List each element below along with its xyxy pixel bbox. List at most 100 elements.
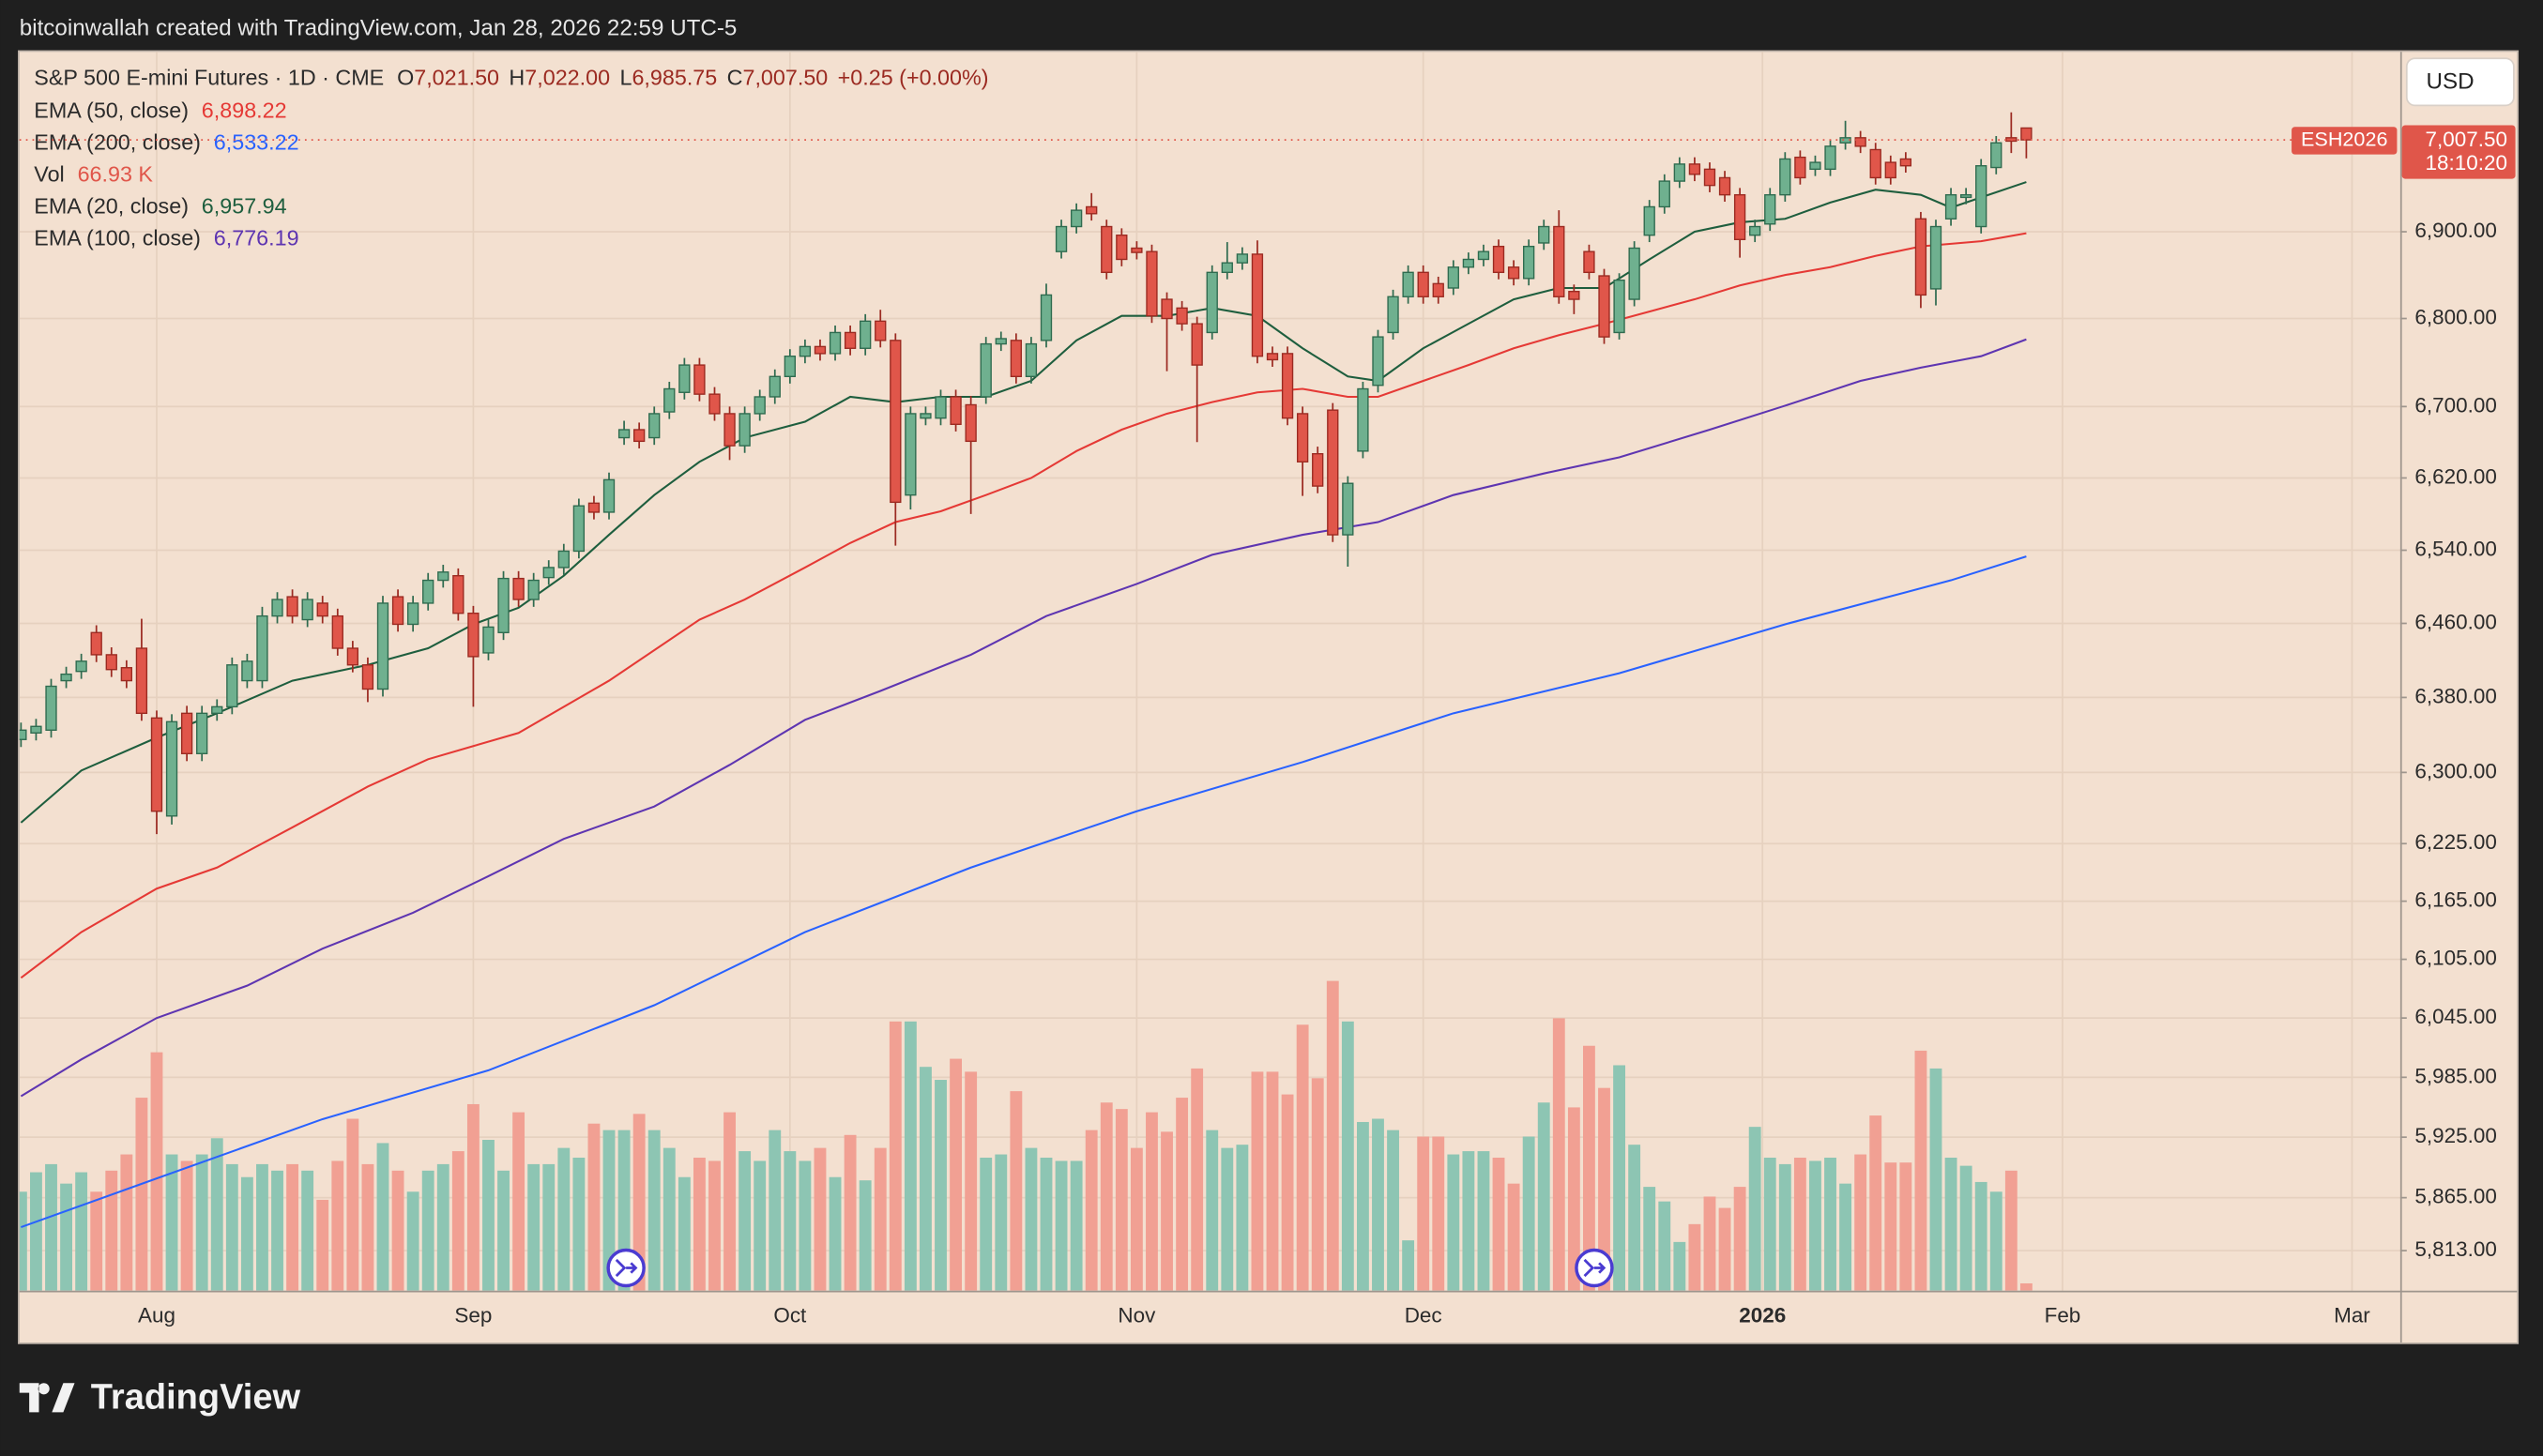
volume-bar bbox=[1115, 1109, 1128, 1291]
volume-bar bbox=[1326, 980, 1339, 1291]
volume-bar bbox=[1628, 1145, 1641, 1291]
volume-bar bbox=[1914, 1050, 1927, 1291]
brand: TradingView bbox=[19, 1378, 300, 1418]
candle-body bbox=[1673, 163, 1685, 182]
candle-body bbox=[995, 338, 1007, 345]
volume-bar bbox=[754, 1160, 767, 1291]
volume-bar bbox=[1944, 1157, 1957, 1291]
symbol-tag-bg bbox=[2292, 127, 2398, 155]
volume-bar bbox=[1341, 1021, 1354, 1291]
volume-bar bbox=[1130, 1147, 1143, 1291]
candle-body bbox=[1206, 271, 1218, 334]
candle-body bbox=[527, 579, 540, 600]
candle-body bbox=[196, 712, 208, 754]
candle-body bbox=[935, 396, 947, 419]
volume-bar bbox=[1522, 1136, 1535, 1291]
volume-bar bbox=[1372, 1118, 1384, 1291]
ohlc-prefix: O bbox=[397, 66, 414, 90]
indicator-name: EMA (200, close) bbox=[34, 129, 201, 154]
y-tick-label: 6,800.00 bbox=[2414, 305, 2496, 328]
candle-body bbox=[844, 331, 857, 349]
legend: S&P 500 E-mini Futures · 1D · CME O7,021.… bbox=[34, 66, 988, 250]
indicator-name: Vol bbox=[34, 162, 64, 187]
x-tick-label: Nov bbox=[1118, 1303, 1156, 1327]
attribution: bitcoinwallah created with TradingView.c… bbox=[20, 15, 738, 40]
currency-label[interactable]: USD bbox=[2427, 69, 2474, 95]
candle-body bbox=[1176, 307, 1188, 325]
volume-bar bbox=[1567, 1107, 1580, 1291]
volume-bar bbox=[331, 1160, 344, 1291]
volume-bar bbox=[799, 1160, 812, 1291]
volume-bar bbox=[1583, 1045, 1595, 1291]
candle-body bbox=[497, 577, 510, 633]
candle-body bbox=[1251, 253, 1264, 357]
volume-bar bbox=[542, 1163, 556, 1291]
volume-bar bbox=[1281, 1094, 1294, 1291]
candle-body bbox=[1342, 482, 1354, 536]
candle-body bbox=[467, 613, 480, 658]
volume-bar bbox=[965, 1071, 978, 1291]
candle-body bbox=[754, 396, 766, 415]
candle-body bbox=[1070, 209, 1083, 228]
volume-bar bbox=[1251, 1071, 1264, 1291]
indicator-value: 66.93 K bbox=[78, 162, 154, 187]
candle-body bbox=[1402, 271, 1414, 297]
candle-body bbox=[1507, 266, 1520, 280]
candle-body bbox=[211, 705, 223, 715]
candle-body bbox=[542, 567, 555, 579]
candle-body bbox=[1688, 163, 1701, 175]
indicator-value: 6,957.94 bbox=[202, 194, 287, 219]
x-tick-label: Sep bbox=[454, 1303, 492, 1327]
indicator-legend: EMA (20, close) 6,957.94 bbox=[34, 194, 286, 219]
volume-bar bbox=[210, 1138, 223, 1291]
candle-body bbox=[1372, 336, 1384, 387]
candle-body bbox=[708, 393, 721, 415]
candle-body bbox=[1944, 193, 1957, 220]
candle-body bbox=[784, 356, 796, 377]
volume-bar bbox=[769, 1130, 782, 1291]
volume-bar bbox=[361, 1163, 374, 1291]
candle-body bbox=[1779, 158, 1791, 196]
candle-body bbox=[1733, 193, 1746, 240]
volume-bar bbox=[316, 1199, 329, 1291]
indicator-value: 6,776.19 bbox=[214, 226, 299, 250]
candle-body bbox=[331, 614, 343, 649]
volume-bar bbox=[120, 1154, 133, 1291]
candle-body bbox=[316, 602, 328, 617]
volume-bar bbox=[19, 1191, 27, 1291]
candle-body bbox=[301, 599, 313, 621]
x-tick-label: Aug bbox=[138, 1303, 175, 1327]
candle-body bbox=[1658, 180, 1670, 208]
volume-bar bbox=[527, 1163, 541, 1291]
candle-body bbox=[1462, 258, 1475, 268]
volume-bar bbox=[602, 1130, 616, 1291]
candle-body bbox=[648, 413, 661, 439]
price-badge-bg bbox=[2401, 125, 2516, 179]
candle-body bbox=[180, 712, 193, 754]
candle-body bbox=[1492, 245, 1505, 274]
volume-bar bbox=[1763, 1157, 1776, 1291]
volume-bar bbox=[45, 1163, 57, 1291]
volume-bar bbox=[1462, 1151, 1475, 1291]
ema-line bbox=[21, 555, 2027, 1229]
symbol-title: S&P 500 E-mini Futures · 1D · CME bbox=[34, 66, 384, 90]
candle-body bbox=[346, 647, 359, 666]
candle-body bbox=[1131, 247, 1143, 253]
volume-bar bbox=[980, 1157, 993, 1291]
volume-bar bbox=[1100, 1102, 1113, 1291]
currency-button[interactable]: USD bbox=[2405, 57, 2515, 107]
volume-pane bbox=[19, 980, 2033, 1291]
candle-body bbox=[120, 667, 133, 682]
candle-body bbox=[45, 685, 57, 731]
candle-body bbox=[271, 599, 283, 617]
y-tick-label: 5,813.00 bbox=[2414, 1237, 2496, 1261]
currency-button-bg[interactable] bbox=[2405, 57, 2515, 107]
candle-body bbox=[1959, 193, 1972, 199]
candle-body bbox=[1884, 161, 1896, 179]
y-tick-label: 6,460.00 bbox=[2414, 610, 2496, 633]
volume-bar bbox=[165, 1154, 178, 1291]
candle-body bbox=[1417, 271, 1429, 297]
candle-body bbox=[1764, 193, 1776, 225]
volume-bar bbox=[1884, 1162, 1897, 1291]
